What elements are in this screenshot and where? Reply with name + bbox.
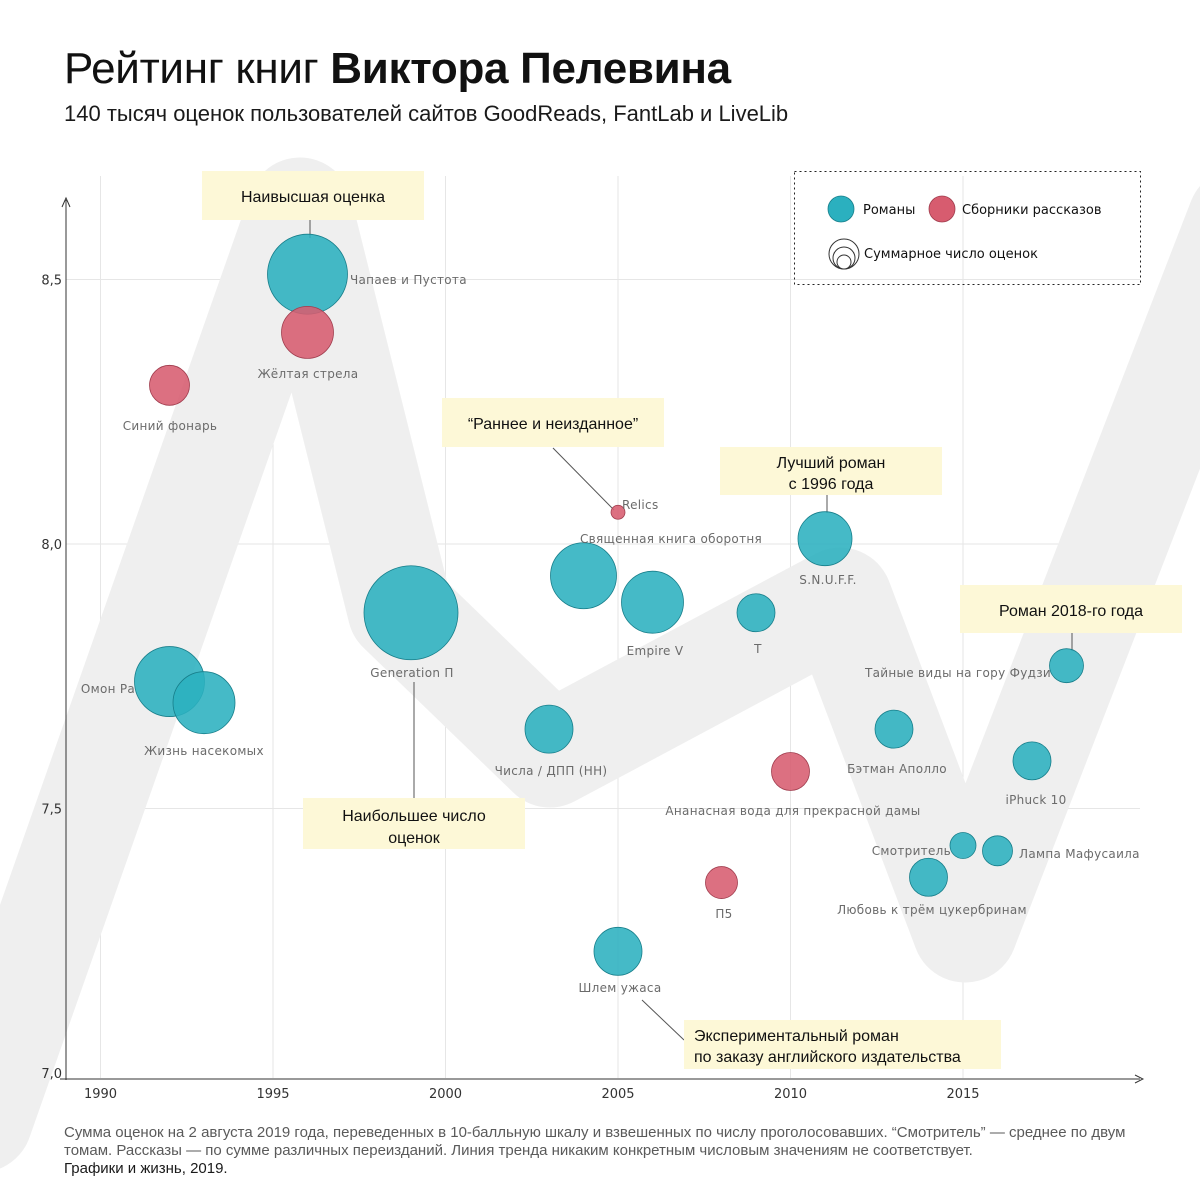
novel-bubble bbox=[172, 671, 236, 735]
collection-bubble bbox=[771, 752, 810, 791]
callout-box bbox=[442, 398, 664, 447]
bubble-label: iPhuck 10 bbox=[1005, 793, 1066, 807]
callout-box bbox=[720, 447, 942, 495]
bubble-label: Лампа Мафусаила bbox=[1019, 847, 1140, 861]
callout-text: Роман 2018-го года bbox=[999, 603, 1143, 620]
novel-bubble bbox=[874, 709, 914, 749]
callout-box bbox=[303, 798, 525, 849]
page-title: Рейтинг книг Виктора Пелевина bbox=[64, 44, 731, 94]
novel-bubble bbox=[797, 511, 853, 567]
novel-bubble bbox=[363, 565, 459, 661]
collection-bubble bbox=[705, 866, 738, 899]
annotation-leaders bbox=[309, 220, 1073, 1041]
novel-bubble bbox=[909, 857, 948, 897]
leader-line bbox=[641, 999, 685, 1041]
footnote-credit: Графики и жизнь, 2019. bbox=[64, 1160, 228, 1177]
bubble-label: Ананасная вода для прекрасной дамы bbox=[665, 804, 920, 818]
legend-collection-swatch bbox=[928, 195, 956, 223]
callout-text: по заказу английского издательства bbox=[694, 1049, 961, 1066]
y-axis-arrow bbox=[61, 196, 71, 208]
annotation-callout: “Раннее и неизданное” bbox=[442, 398, 664, 447]
title-bold: Виктора Пелевина bbox=[330, 44, 731, 93]
callout-text: Лучший роман bbox=[777, 455, 886, 472]
legend-novel-swatch bbox=[827, 195, 855, 223]
callout-box bbox=[202, 171, 424, 220]
bubble-label: Числа / ДПП (НН) bbox=[495, 764, 608, 778]
legend: Романы Сборники рассказов Суммарное число … bbox=[794, 171, 1141, 285]
annotation-callout: Лучший роман с 1996 года bbox=[720, 447, 942, 495]
bubble-label: Relics bbox=[622, 498, 659, 512]
annotations: Наивысшая оценка “Раннее и неизданное” Луч… bbox=[202, 171, 1182, 1069]
novel-bubble bbox=[267, 233, 348, 315]
novel-bubble bbox=[949, 832, 977, 859]
bubble-label: Омон Ра bbox=[81, 682, 135, 696]
legend-size-label: Суммарное число оценок bbox=[864, 247, 1038, 262]
bubble-label: Смотритель bbox=[872, 844, 951, 858]
bubble-label: Empire V bbox=[627, 644, 684, 658]
leader-line bbox=[552, 447, 615, 511]
x-axis-arrow bbox=[1134, 1074, 1145, 1084]
bubbles bbox=[134, 233, 1084, 976]
y-tick-label: 8,0 bbox=[41, 538, 62, 553]
x-tick-label: 2010 bbox=[774, 1087, 807, 1102]
bubble-label: Священная книга оборотня bbox=[580, 532, 762, 546]
novel-bubble bbox=[550, 542, 617, 610]
novel-bubble bbox=[593, 926, 643, 976]
collection-bubble bbox=[149, 364, 190, 406]
y-tick-label: 8,5 bbox=[41, 274, 62, 289]
novel-bubble bbox=[621, 570, 684, 634]
bubble-label: Шлем ужаса bbox=[579, 981, 662, 995]
axes: 1990 1995 2000 2005 2010 2015 7,0 7,5 8,0 8,5 bbox=[41, 196, 1145, 1102]
footnote-text: Сумма оценок на 2 августа 2019 года, пер… bbox=[64, 1124, 1126, 1159]
callout-box bbox=[960, 585, 1182, 633]
callout-text: Экспериментальный роман bbox=[694, 1028, 899, 1045]
bubble-label: Синий фонарь bbox=[123, 419, 218, 433]
bubble-label: Бэтман Аполло bbox=[847, 762, 947, 776]
novel-bubble bbox=[982, 835, 1013, 867]
x-tick-label: 2015 bbox=[946, 1087, 979, 1102]
x-tick-label: 1995 bbox=[256, 1087, 289, 1102]
legend-novels-label: Романы bbox=[863, 203, 915, 218]
x-tick-label: 2005 bbox=[601, 1087, 634, 1102]
annotation-callout: Экспериментальный роман по заказу английс… bbox=[684, 1020, 1001, 1069]
callout-text: “Раннее и неизданное” bbox=[468, 416, 638, 433]
annotation-callout: Наивысшая оценка bbox=[202, 171, 424, 220]
novel-bubble bbox=[1012, 741, 1052, 781]
footnote: Сумма оценок на 2 августа 2019 года, пер… bbox=[64, 1124, 1154, 1178]
bubble-label: Тайные виды на гору Фудзи bbox=[864, 666, 1051, 680]
y-tick-label: 7,5 bbox=[41, 803, 62, 818]
novel-bubble bbox=[736, 593, 776, 633]
bubble-label: Чапаев и Пустота bbox=[350, 273, 467, 287]
bubble-label: Жёлтая стрела bbox=[258, 367, 359, 381]
bubble-labels: Омон Ра Жизнь насекомых Чапаев и Пустота Ge… bbox=[81, 273, 1140, 995]
callout-box bbox=[684, 1020, 1001, 1069]
bubble-label: Generation П bbox=[370, 666, 453, 680]
bubble-label: T bbox=[753, 642, 762, 656]
callout-text: с 1996 года bbox=[789, 476, 874, 493]
bubble-label: Жизнь насекомых bbox=[144, 744, 264, 758]
collection-bubble bbox=[610, 504, 626, 520]
legend-frame bbox=[794, 171, 1141, 285]
callout-text: Наивысшая оценка bbox=[241, 189, 385, 206]
callout-text: оценок bbox=[388, 830, 441, 847]
page-subtitle: 140 тысяч оценок пользователей сайтов Go… bbox=[64, 101, 789, 126]
x-tick-label: 2000 bbox=[429, 1087, 462, 1102]
bubble-label: S.N.U.F.F. bbox=[799, 573, 856, 587]
novel-bubble bbox=[524, 704, 574, 754]
annotation-callout: Роман 2018-го года bbox=[960, 585, 1182, 633]
legend-collections-label: Сборники рассказов bbox=[962, 203, 1102, 218]
collection-bubble bbox=[281, 305, 334, 359]
bubble-label: П5 bbox=[715, 907, 732, 921]
callout-text: Наибольшее число bbox=[342, 808, 486, 825]
y-tick-label: 7,0 bbox=[41, 1067, 62, 1082]
bubble-label: Любовь к трём цукербринам bbox=[837, 903, 1027, 917]
annotation-callout: Наибольшее число оценок bbox=[303, 798, 525, 849]
legend-size-icon bbox=[828, 238, 860, 270]
title-regular: Рейтинг книг bbox=[64, 44, 319, 93]
novel-bubble bbox=[1049, 648, 1084, 684]
x-tick-label: 1990 bbox=[84, 1087, 117, 1102]
